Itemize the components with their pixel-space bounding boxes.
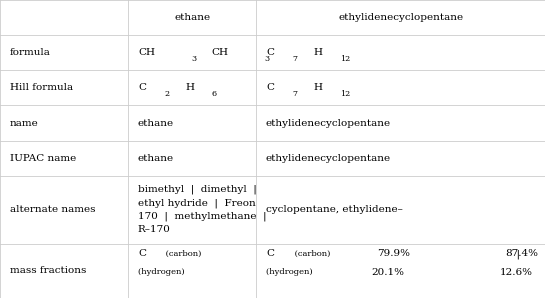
Text: H: H <box>185 83 194 92</box>
Text: ethane: ethane <box>138 154 174 163</box>
Text: CH: CH <box>211 48 228 57</box>
Text: 3: 3 <box>191 55 196 63</box>
Text: Hill formula: Hill formula <box>10 83 73 92</box>
Text: 2: 2 <box>165 91 169 98</box>
Text: mass fractions: mass fractions <box>10 266 86 275</box>
Text: (carbon): (carbon) <box>165 250 204 258</box>
Text: ethylidenecyclopentane: ethylidenecyclopentane <box>338 13 463 22</box>
Text: 79.9%: 79.9% <box>377 249 410 258</box>
Text: C: C <box>266 83 274 92</box>
Text: 7: 7 <box>293 55 298 63</box>
Text: 20.1%: 20.1% <box>372 268 405 277</box>
Text: ethane: ethane <box>174 13 210 22</box>
Text: 12.6%: 12.6% <box>500 268 533 277</box>
Text: CH: CH <box>138 48 155 57</box>
Text: H: H <box>313 83 322 92</box>
Text: formula: formula <box>10 48 51 57</box>
Text: ethylidenecyclopentane: ethylidenecyclopentane <box>266 154 391 163</box>
Text: C: C <box>138 83 146 92</box>
Text: (carbon): (carbon) <box>293 250 332 258</box>
Text: (hydrogen): (hydrogen) <box>138 268 187 276</box>
Text: 87.4%: 87.4% <box>505 249 538 258</box>
Text: C: C <box>266 249 274 258</box>
Text: name: name <box>10 119 39 128</box>
Text: 7: 7 <box>293 91 298 98</box>
Text: ethylidenecyclopentane: ethylidenecyclopentane <box>266 119 391 128</box>
Text: (hydrogen): (hydrogen) <box>266 268 315 276</box>
Text: 3: 3 <box>265 55 270 63</box>
Text: C: C <box>266 48 274 57</box>
Text: IUPAC name: IUPAC name <box>10 154 76 163</box>
Text: 12: 12 <box>340 55 350 63</box>
Text: H: H <box>313 48 322 57</box>
Text: bimethyl  |  dimethyl  |
ethyl hydride  |  Freon
170  |  methylmethane  |
R–170: bimethyl | dimethyl | ethyl hydride | Fr… <box>138 185 267 234</box>
Text: alternate names: alternate names <box>10 205 95 214</box>
Text: |: | <box>510 249 526 259</box>
Text: C: C <box>138 249 146 258</box>
Text: cyclopentane, ethylidene–: cyclopentane, ethylidene– <box>266 205 403 214</box>
Text: 12: 12 <box>340 91 350 98</box>
Text: ethane: ethane <box>138 119 174 128</box>
Text: 6: 6 <box>211 91 217 98</box>
